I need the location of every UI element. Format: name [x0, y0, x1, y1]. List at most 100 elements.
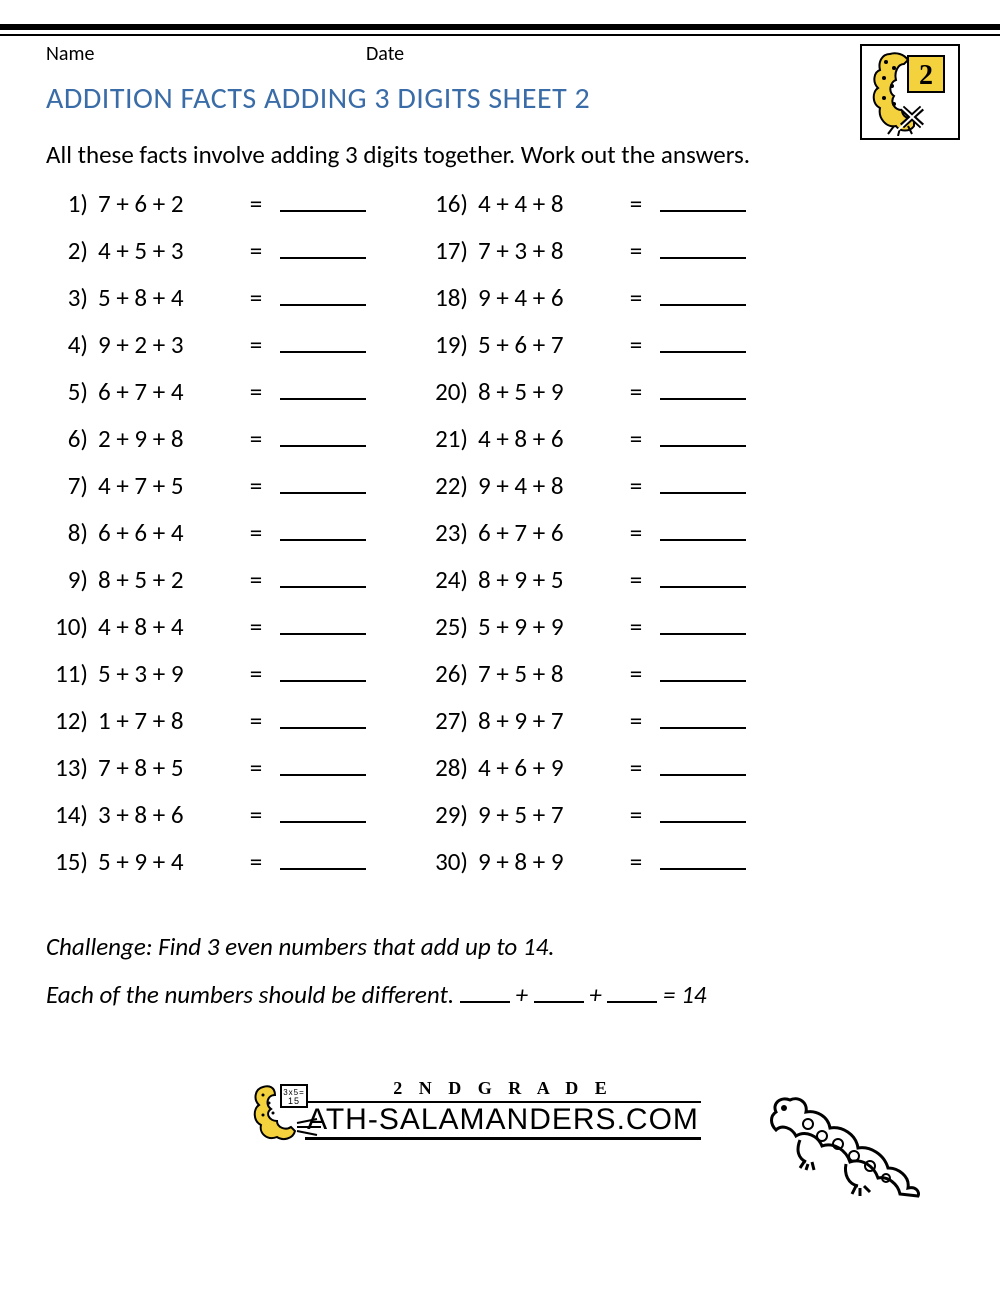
grade-logo-box: 2: [860, 44, 960, 140]
answer-blank[interactable]: [660, 617, 746, 635]
equals-sign: =: [238, 470, 274, 501]
problem-number: 4): [46, 329, 98, 360]
answer-blank[interactable]: [280, 617, 366, 635]
equals-sign: =: [238, 329, 274, 360]
answer-blank[interactable]: [280, 711, 366, 729]
logo-grade-number: 2: [919, 60, 933, 91]
problem-row: 11)5 + 3 + 9=: [46, 658, 366, 705]
equals-sign: =: [618, 799, 654, 830]
challenge-blank-3[interactable]: [607, 985, 657, 1003]
problem-row: 16)4 + 4 + 8=: [426, 188, 746, 235]
problem-expression: 4 + 6 + 9: [478, 752, 618, 783]
problem-expression: 5 + 9 + 9: [478, 611, 618, 642]
problem-row: 5)6 + 7 + 4=: [46, 376, 366, 423]
problem-row: 14)3 + 8 + 6=: [46, 799, 366, 846]
answer-blank[interactable]: [280, 664, 366, 682]
answer-blank[interactable]: [660, 241, 746, 259]
answer-blank[interactable]: [660, 523, 746, 541]
problem-number: 15): [46, 846, 98, 877]
answer-blank[interactable]: [660, 852, 746, 870]
answer-blank[interactable]: [660, 288, 746, 306]
footer-site-name: ATH-SALAMANDERS.COM: [307, 1103, 699, 1136]
svg-text:15: 15: [288, 1096, 300, 1106]
answer-blank[interactable]: [660, 570, 746, 588]
equals-sign: =: [618, 188, 654, 219]
challenge-eq-14: = 14: [663, 979, 706, 1010]
problem-expression: 4 + 5 + 3: [98, 235, 238, 266]
problem-number: 1): [46, 188, 98, 219]
equals-sign: =: [238, 799, 274, 830]
problem-number: 22): [426, 470, 478, 501]
equals-sign: =: [618, 329, 654, 360]
problem-number: 29): [426, 799, 478, 830]
problem-row: 27)8 + 9 + 7=: [426, 705, 746, 752]
challenge-blank-1[interactable]: [460, 985, 510, 1003]
answer-blank[interactable]: [280, 288, 366, 306]
answer-blank[interactable]: [660, 382, 746, 400]
problem-row: 6)2 + 9 + 8=: [46, 423, 366, 470]
answer-blank[interactable]: [280, 335, 366, 353]
problem-row: 24)8 + 9 + 5=: [426, 564, 746, 611]
problem-expression: 9 + 2 + 3: [98, 329, 238, 360]
answer-blank[interactable]: [660, 194, 746, 212]
problem-number: 8): [46, 517, 98, 548]
worksheet-title: ADDITION FACTS ADDING 3 DIGITS SHEET 2: [46, 80, 960, 117]
problem-expression: 9 + 4 + 6: [478, 282, 618, 313]
answer-blank[interactable]: [280, 241, 366, 259]
problem-row: 28)4 + 6 + 9=: [426, 752, 746, 799]
problem-number: 14): [46, 799, 98, 830]
answer-blank[interactable]: [280, 194, 366, 212]
problem-expression: 4 + 7 + 5: [98, 470, 238, 501]
equals-sign: =: [618, 517, 654, 548]
equals-sign: =: [238, 705, 274, 736]
problem-expression: 5 + 9 + 4: [98, 846, 238, 877]
worksheet-page: Name Date 2 ADDITION FACTS ADDING 3 DIGI…: [0, 42, 1000, 1218]
answer-blank[interactable]: [660, 429, 746, 447]
answer-blank[interactable]: [280, 758, 366, 776]
problem-number: 21): [426, 423, 478, 454]
equals-sign: =: [238, 658, 274, 689]
problem-expression: 8 + 5 + 9: [478, 376, 618, 407]
problem-number: 11): [46, 658, 98, 689]
problem-number: 16): [426, 188, 478, 219]
answer-blank[interactable]: [660, 711, 746, 729]
answer-blank[interactable]: [280, 805, 366, 823]
challenge-plus-2: +: [589, 979, 607, 1010]
equals-sign: =: [618, 564, 654, 595]
answer-blank[interactable]: [660, 664, 746, 682]
problem-number: 25): [426, 611, 478, 642]
challenge-section: Challenge: Find 3 even numbers that add …: [46, 923, 960, 1018]
problem-row: 20)8 + 5 + 9=: [426, 376, 746, 423]
problem-expression: 6 + 6 + 4: [98, 517, 238, 548]
challenge-line-1: Challenge: Find 3 even numbers that add …: [46, 923, 960, 971]
answer-blank[interactable]: [280, 523, 366, 541]
answer-blank[interactable]: [660, 805, 746, 823]
challenge-blank-2[interactable]: [534, 985, 584, 1003]
answer-blank[interactable]: [280, 476, 366, 494]
answer-blank[interactable]: [660, 335, 746, 353]
problem-row: 12)1 + 7 + 8=: [46, 705, 366, 752]
problem-number: 17): [426, 235, 478, 266]
answer-blank[interactable]: [280, 382, 366, 400]
problem-number: 18): [426, 282, 478, 313]
problem-row: 25)5 + 9 + 9=: [426, 611, 746, 658]
answer-blank[interactable]: [280, 852, 366, 870]
problem-row: 21)4 + 8 + 6=: [426, 423, 746, 470]
equals-sign: =: [618, 658, 654, 689]
instructions-text: All these facts involve adding 3 digits …: [46, 139, 960, 170]
problem-expression: 4 + 4 + 8: [478, 188, 618, 219]
answer-blank[interactable]: [660, 758, 746, 776]
answer-blank[interactable]: [280, 429, 366, 447]
problem-row: 4)9 + 2 + 3=: [46, 329, 366, 376]
problem-expression: 5 + 6 + 7: [478, 329, 618, 360]
problem-number: 7): [46, 470, 98, 501]
problem-row: 10)4 + 8 + 4=: [46, 611, 366, 658]
date-label: Date: [366, 42, 404, 66]
answer-blank[interactable]: [280, 570, 366, 588]
answer-blank[interactable]: [660, 476, 746, 494]
equals-sign: =: [238, 752, 274, 783]
challenge-line-2: Each of the numbers should be different.…: [46, 971, 960, 1019]
problem-number: 3): [46, 282, 98, 313]
problems-container: 1)7 + 6 + 2=2)4 + 5 + 3=3)5 + 8 + 4=4)9 …: [46, 188, 960, 893]
equals-sign: =: [238, 188, 274, 219]
